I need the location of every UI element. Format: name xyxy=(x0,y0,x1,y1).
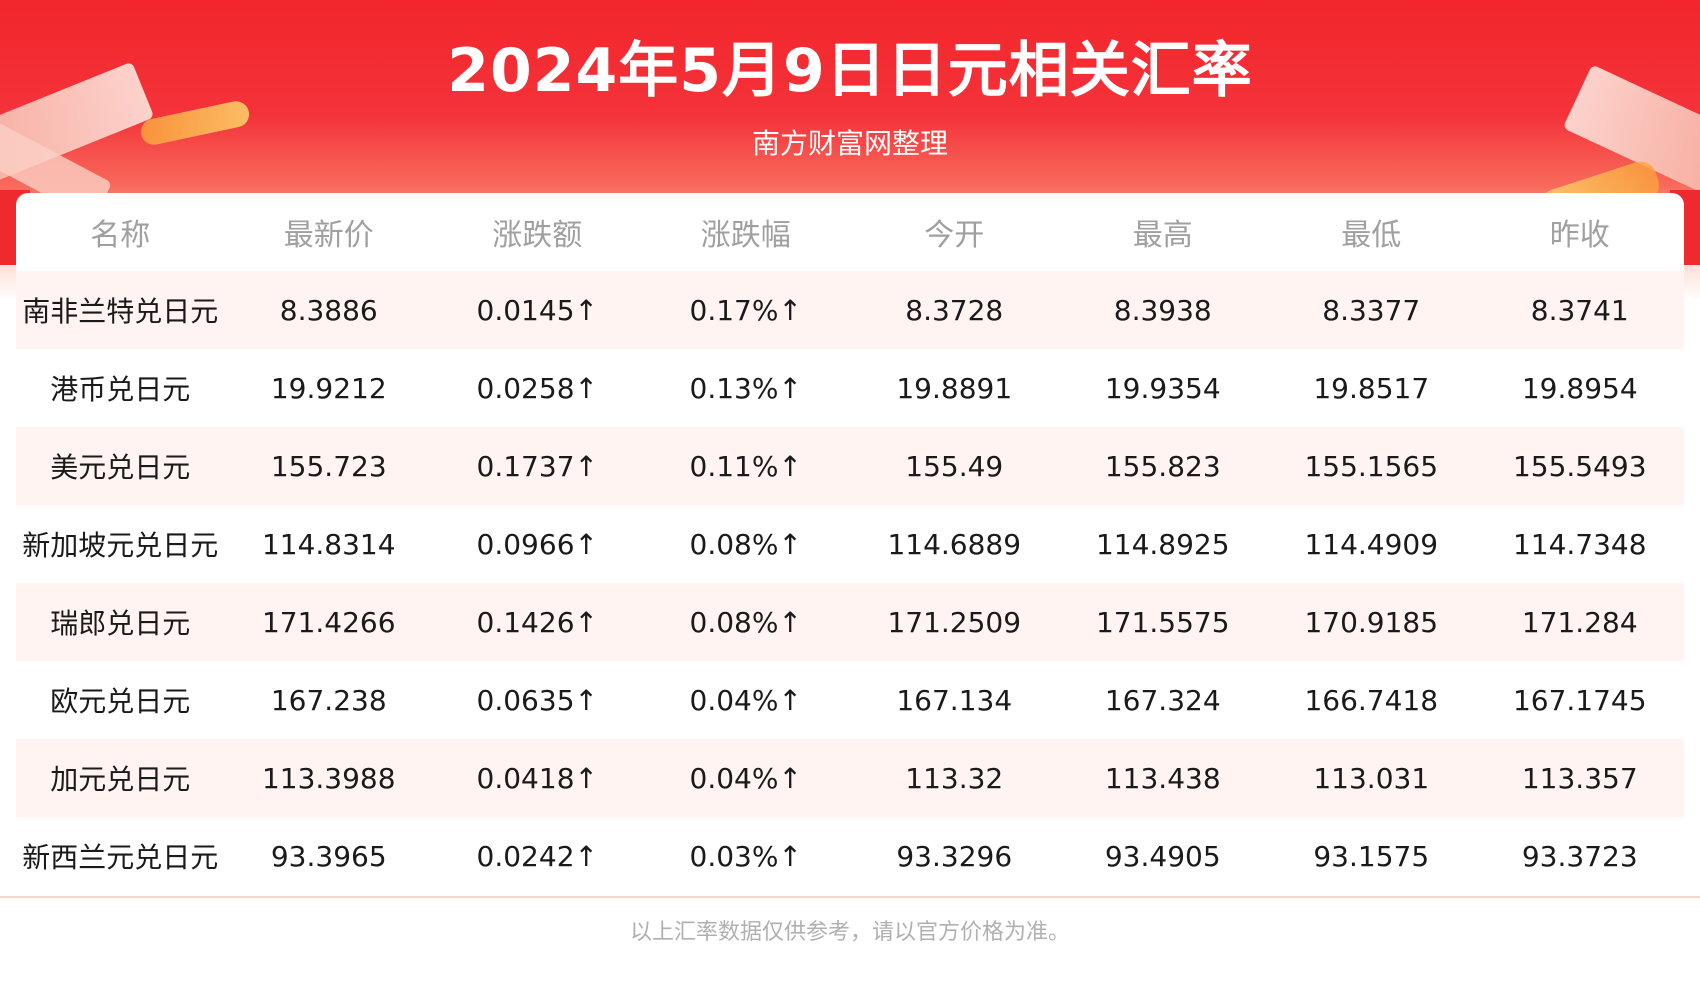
cell-high: 113.438 xyxy=(1058,739,1267,817)
cell-name: 美元兑日元 xyxy=(16,427,225,505)
cell-latest: 155.723 xyxy=(224,427,433,505)
cell-name: 南非兰特兑日元 xyxy=(16,271,225,349)
cell-name: 新加坡元兑日元 xyxy=(16,505,225,583)
cell-change: 0.0242↑ xyxy=(433,817,642,895)
cell-change-pct: 0.11%↑ xyxy=(641,427,850,505)
table-row: 加元兑日元 113.3988 0.0418↑ 0.04%↑ 113.32 113… xyxy=(16,739,1684,817)
table-row: 新加坡元兑日元 114.8314 0.0966↑ 0.08%↑ 114.6889… xyxy=(16,505,1684,583)
cell-high: 19.9354 xyxy=(1058,349,1267,427)
cell-open: 171.2509 xyxy=(850,583,1059,661)
cell-change-pct: 0.13%↑ xyxy=(641,349,850,427)
cell-change: 0.0418↑ xyxy=(433,739,642,817)
cell-prev-close: 114.7348 xyxy=(1475,505,1684,583)
cell-low: 113.031 xyxy=(1267,739,1476,817)
cell-low: 170.9185 xyxy=(1267,583,1476,661)
cell-prev-close: 19.8954 xyxy=(1475,349,1684,427)
cell-low: 114.4909 xyxy=(1267,505,1476,583)
column-header-name: 名称 xyxy=(90,218,151,253)
cell-name: 港币兑日元 xyxy=(16,349,225,427)
column-header-latest: 最新价 xyxy=(283,218,374,253)
cell-change: 0.0966↑ xyxy=(433,505,642,583)
cell-open: 19.8891 xyxy=(850,349,1059,427)
cell-change: 0.0258↑ xyxy=(433,349,642,427)
page-subtitle: 南方财富网整理 xyxy=(751,127,948,160)
cell-open: 114.6889 xyxy=(850,505,1059,583)
cell-change-pct: 0.04%↑ xyxy=(641,739,850,817)
cell-change-pct: 0.03%↑ xyxy=(641,817,850,895)
cell-open: 93.3296 xyxy=(850,817,1059,895)
cell-low: 8.3377 xyxy=(1267,271,1476,349)
cell-name: 加元兑日元 xyxy=(16,739,225,817)
cell-latest: 8.3886 xyxy=(224,271,433,349)
column-header-prev-close: 昨收 xyxy=(1549,218,1610,253)
cell-prev-close: 171.284 xyxy=(1475,583,1684,661)
column-header-open: 今开 xyxy=(924,218,985,253)
cell-open: 113.32 xyxy=(850,739,1059,817)
table-row: 欧元兑日元 167.238 0.0635↑ 0.04%↑ 167.134 167… xyxy=(16,661,1684,739)
cell-latest: 167.238 xyxy=(224,661,433,739)
cell-prev-close: 93.3723 xyxy=(1475,817,1684,895)
cell-low: 166.7418 xyxy=(1267,661,1476,739)
cell-high: 8.3938 xyxy=(1058,271,1267,349)
cell-change-pct: 0.08%↑ xyxy=(641,505,850,583)
cell-low: 155.1565 xyxy=(1267,427,1476,505)
cell-high: 114.8925 xyxy=(1058,505,1267,583)
page-title: 2024年5月9日日元相关汇率 xyxy=(447,36,1253,106)
cell-open: 8.3728 xyxy=(850,271,1059,349)
cell-prev-close: 167.1745 xyxy=(1475,661,1684,739)
column-header-low: 最低 xyxy=(1341,218,1402,253)
table-row: 美元兑日元 155.723 0.1737↑ 0.11%↑ 155.49 155.… xyxy=(16,427,1684,505)
table-header-row: 名称 最新价 涨跌额 涨跌幅 今开 最高 最低 昨收 xyxy=(16,193,1684,271)
table-row: 南非兰特兑日元 8.3886 0.0145↑ 0.17%↑ 8.3728 8.3… xyxy=(16,271,1684,349)
cell-high: 171.5575 xyxy=(1058,583,1267,661)
cell-name: 瑞郎兑日元 xyxy=(16,583,225,661)
table-row: 港币兑日元 19.9212 0.0258↑ 0.13%↑ 19.8891 19.… xyxy=(16,349,1684,427)
cell-low: 19.8517 xyxy=(1267,349,1476,427)
rates-table: 名称 最新价 涨跌额 涨跌幅 今开 最高 最低 昨收 南非兰特兑日元 8.388… xyxy=(16,193,1684,895)
cell-change-pct: 0.08%↑ xyxy=(641,583,850,661)
column-header-change: 涨跌额 xyxy=(492,218,583,253)
table-row: 瑞郎兑日元 171.4266 0.1426↑ 0.08%↑ 171.2509 1… xyxy=(16,583,1684,661)
cell-low: 93.1575 xyxy=(1267,817,1476,895)
cell-change: 0.0145↑ xyxy=(433,271,642,349)
cell-open: 167.134 xyxy=(850,661,1059,739)
cell-high: 155.823 xyxy=(1058,427,1267,505)
cell-change: 0.0635↑ xyxy=(433,661,642,739)
cell-latest: 114.8314 xyxy=(224,505,433,583)
cell-latest: 113.3988 xyxy=(224,739,433,817)
column-header-high: 最高 xyxy=(1132,218,1193,253)
cell-name: 新西兰元兑日元 xyxy=(16,817,225,895)
cell-open: 155.49 xyxy=(850,427,1059,505)
cell-high: 93.4905 xyxy=(1058,817,1267,895)
footer-disclaimer: 以上汇率数据仅供参考，请以官方价格为准。 xyxy=(629,920,1070,945)
cell-change-pct: 0.17%↑ xyxy=(641,271,850,349)
cell-change-pct: 0.04%↑ xyxy=(641,661,850,739)
cell-latest: 171.4266 xyxy=(224,583,433,661)
cell-prev-close: 8.3741 xyxy=(1475,271,1684,349)
cell-prev-close: 113.357 xyxy=(1475,739,1684,817)
cell-high: 167.324 xyxy=(1058,661,1267,739)
cell-latest: 93.3965 xyxy=(224,817,433,895)
cell-prev-close: 155.5493 xyxy=(1475,427,1684,505)
cell-name: 欧元兑日元 xyxy=(16,661,225,739)
footer-divider xyxy=(0,896,1700,898)
cell-latest: 19.9212 xyxy=(224,349,433,427)
column-header-change-pct: 涨跌幅 xyxy=(700,218,791,253)
cell-change: 0.1426↑ xyxy=(433,583,642,661)
table-row: 新西兰元兑日元 93.3965 0.0242↑ 0.03%↑ 93.3296 9… xyxy=(16,817,1684,895)
cell-change: 0.1737↑ xyxy=(433,427,642,505)
